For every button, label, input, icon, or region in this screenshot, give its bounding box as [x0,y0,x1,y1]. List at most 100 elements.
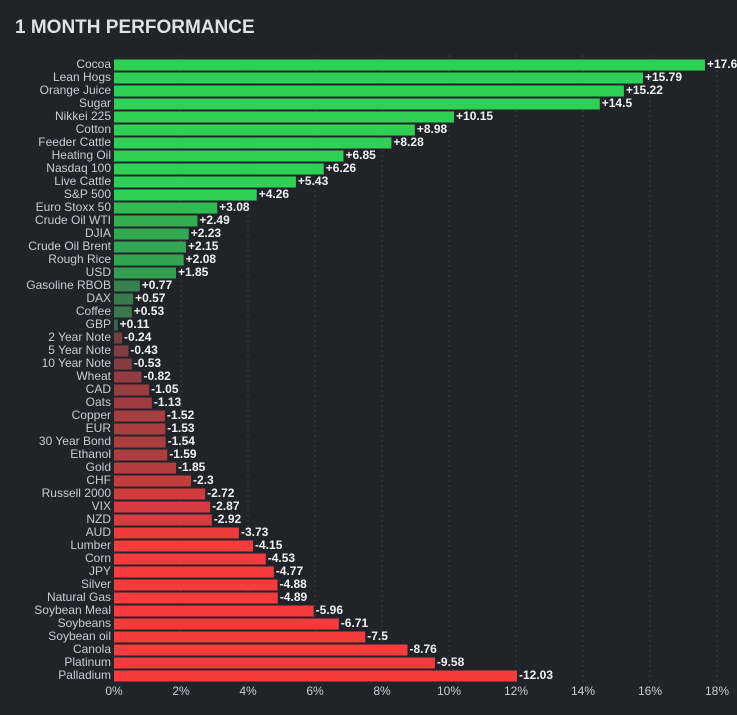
y-tick-label: Canola [73,642,111,656]
bar [114,397,152,409]
value-label: -9.58 [437,655,465,669]
y-tick-label: Nikkei 225 [55,109,111,123]
value-label: -2.3 [193,473,214,487]
bar [114,384,150,396]
value-label: +3.08 [219,200,250,214]
value-label: +15.79 [645,70,682,84]
bar [114,150,344,162]
y-tick-label: Soybean oil [48,629,111,643]
value-label: +6.85 [345,148,376,162]
value-label: -5.96 [316,603,344,617]
value-label: -2.72 [207,486,235,500]
y-tick-label: 30 Year Bond [39,434,111,448]
value-label: -7.5 [367,629,388,643]
bar [114,553,266,565]
y-tick-label: Cocoa [76,57,111,71]
y-tick-label: Platinum [64,655,111,669]
value-label: +8.28 [393,135,424,149]
value-label: +0.53 [134,304,165,318]
value-label: -1.85 [178,460,206,474]
bar [114,501,211,513]
y-tick-label: NZD [86,512,111,526]
y-tick-label: Crude Oil WTI [35,213,111,227]
y-tick-label: DJIA [85,226,111,240]
value-label: -1.54 [168,434,196,448]
value-label: -0.53 [134,356,162,370]
y-tick-label: USD [86,265,112,279]
x-tick-label: 14% [571,684,595,698]
bar [114,592,278,604]
value-label: +15.22 [626,83,663,97]
y-tick-label: Cotton [76,122,111,136]
x-tick-label: 6% [306,684,324,698]
bar [114,189,257,201]
y-tick-label: Euro Stoxx 50 [36,200,112,214]
bar [114,566,274,578]
value-label: -1.05 [151,382,179,396]
bar [114,98,600,110]
bar [114,371,142,383]
y-tick-label: Wheat [76,369,111,383]
value-label: -1.52 [167,408,195,422]
bar [114,644,408,656]
y-tick-label: Soybeans [58,616,111,630]
bar [114,436,166,448]
y-tick-label: Crude Oil Brent [28,239,111,253]
y-tick-label: Natural Gas [47,590,111,604]
value-label: +1.85 [178,265,209,279]
bar [114,670,518,682]
y-tick-label: GBP [86,317,111,331]
value-label: +2.49 [199,213,230,227]
bar [114,410,165,422]
y-tick-label: Gold [86,460,111,474]
value-label: -1.13 [154,395,182,409]
y-tick-label: Gasoline RBOB [26,278,111,292]
bar [114,202,218,214]
bar [114,280,140,292]
value-label: -8.76 [409,642,437,656]
y-tick-label: Feeder Cattle [38,135,111,149]
bar [114,215,198,227]
bar [114,527,239,539]
value-label: +2.08 [186,252,217,266]
value-label: -4.53 [268,551,296,565]
y-tick-label: Soybean Meal [34,603,111,617]
value-label: -0.43 [130,343,158,357]
bar [114,358,132,370]
y-tick-label: Palladium [58,668,111,682]
y-tick-label: 2 Year Note [48,330,111,344]
bar [114,579,278,591]
x-tick-label: 0% [105,684,123,698]
bar [114,475,192,487]
value-label: -2.87 [212,499,240,513]
value-label: -4.77 [276,564,304,578]
y-tick-label: VIX [92,499,111,513]
y-tick-label: Coffee [76,304,111,318]
bar [114,124,415,136]
value-label: -1.53 [167,421,195,435]
value-label: +6.26 [326,161,357,175]
y-tick-label: Sugar [79,96,111,110]
bar [114,176,296,188]
x-tick-label: 12% [504,684,528,698]
y-tick-label: DAX [86,291,111,305]
value-label: -3.73 [241,525,269,539]
y-tick-label: Ethanol [70,447,111,461]
bar [114,488,206,500]
y-tick-label: Rough Rice [48,252,111,266]
y-tick-label: JPY [89,564,111,578]
value-label: -12.03 [519,668,553,682]
bar [114,111,455,123]
bar [114,241,187,253]
value-label: -4.88 [279,577,307,591]
y-tick-label: 5 Year Note [48,343,111,357]
x-tick-label: 10% [437,684,461,698]
bar [114,319,118,331]
value-label: +17.64 [707,57,737,71]
x-tick-label: 4% [239,684,257,698]
value-label: +2.15 [188,239,219,253]
x-tick-label: 8% [373,684,391,698]
value-label: +0.77 [142,278,173,292]
